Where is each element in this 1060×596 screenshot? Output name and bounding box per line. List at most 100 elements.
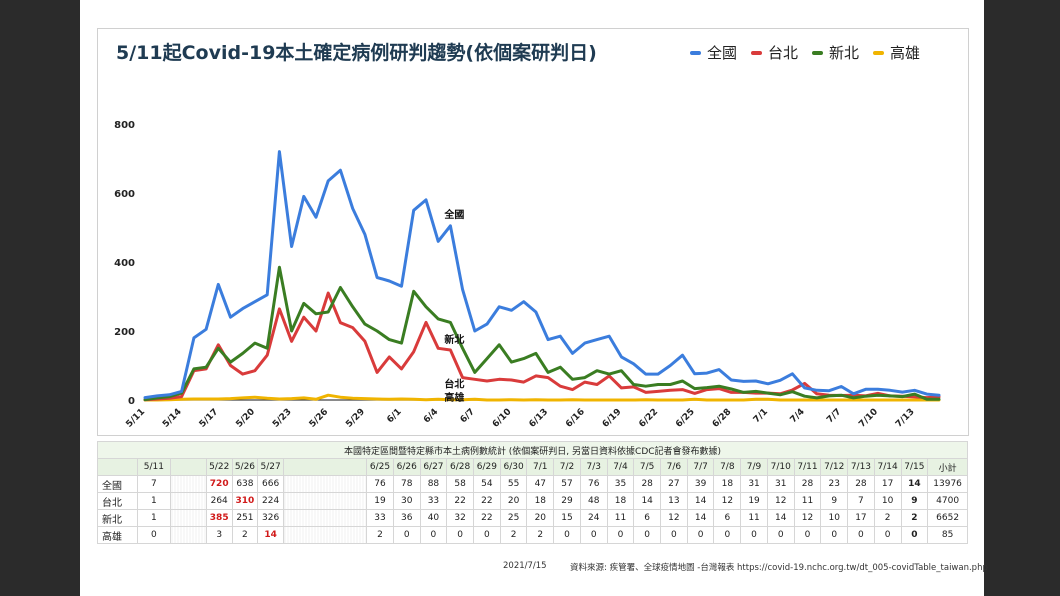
series-label-1: 台北: [444, 377, 464, 390]
x-tick-label: 5/26: [308, 407, 331, 430]
table-cell: 29: [553, 492, 581, 510]
table-cell: 12: [793, 509, 822, 527]
table-cell: 14: [766, 509, 795, 527]
series-label-2: 新北: [444, 333, 464, 346]
left-letterbox: [0, 0, 80, 596]
table-cell: 2: [499, 526, 528, 544]
hatched-gap-cell: [170, 526, 207, 544]
table-cell: 0: [847, 526, 875, 544]
hatched-gap-cell: [170, 475, 207, 493]
hatched-gap-cell: [282, 475, 368, 493]
legend-item-taipei: 台北: [751, 42, 798, 63]
x-tick-label: 6/25: [674, 407, 697, 430]
table-cell: 47: [526, 475, 555, 493]
table-cell: 14: [686, 492, 715, 510]
table-cell: 12: [766, 492, 795, 510]
table-column-header: 5/11: [136, 458, 172, 476]
x-tick-label: 5/29: [344, 407, 367, 430]
table-column-header: 7/7: [686, 458, 715, 476]
table-cell: 0: [713, 526, 742, 544]
table-cell: 28: [633, 475, 662, 493]
table-cell: 76: [579, 475, 608, 493]
table-cell: 19: [366, 492, 394, 510]
x-tick-label: 6/28: [711, 407, 734, 430]
table-cell: 31: [740, 475, 768, 493]
table-cell: 48: [579, 492, 608, 510]
table-cell: 22: [446, 492, 474, 510]
legend-swatch-kaohsiung: [873, 50, 885, 55]
table-column-header: 7/1: [526, 458, 555, 476]
table-cell: 2: [873, 509, 902, 527]
table-cell: 55: [499, 475, 528, 493]
x-tick-label: 6/7: [459, 407, 477, 425]
table-cell: 0: [446, 526, 474, 544]
x-tick-label: 7/7: [825, 407, 843, 425]
table-cell: 9: [820, 492, 849, 510]
legend-item-new-taipei: 新北: [812, 42, 859, 63]
table-column-header: 7/6: [660, 458, 688, 476]
table-row-label: 新北: [97, 509, 138, 527]
x-tick-label: 6/19: [601, 407, 624, 430]
table-column-header: 6/27: [419, 458, 448, 476]
y-tick-label: 400: [114, 258, 135, 269]
table-cell: 17: [847, 509, 875, 527]
hatched-gap-cell: [282, 526, 368, 544]
x-tick-label: 7/1: [752, 407, 770, 425]
table-cell: 17: [873, 475, 902, 493]
table-column-header: 6/30: [499, 458, 528, 476]
series-line-2: [143, 265, 941, 402]
x-tick-label: 5/20: [234, 407, 257, 430]
table-cell: 33: [366, 509, 394, 527]
table-column-header: 6/26: [392, 458, 421, 476]
table-cell: 28: [793, 475, 822, 493]
table-row: 新北 1 385 251 326 33 36 40 32 22 25 20 15 24 11 6 12 14 6 11…: [97, 509, 968, 527]
table-column-header: 7/5: [633, 458, 662, 476]
table-cell: 14: [900, 475, 929, 493]
y-tick-label: 200: [114, 327, 135, 338]
table-row: 全國 7 720 638 666 76 78 88 58 54 55 47 57 76 35 28 27 39 18…: [97, 475, 968, 493]
table-column-header: 7/15: [900, 458, 929, 476]
table-cell: 0: [579, 526, 608, 544]
table-cell: 40: [419, 509, 448, 527]
x-tick-label: 6/10: [491, 407, 514, 430]
table-cell: 0: [606, 526, 635, 544]
table-cell: 14: [257, 526, 284, 544]
table-column-header: 7/10: [766, 458, 795, 476]
table-column-header: 6/29: [473, 458, 501, 476]
table-cell: 76: [366, 475, 394, 493]
table-cell: 22: [473, 509, 501, 527]
right-letterbox: [984, 0, 1060, 596]
table-cell: 2: [900, 509, 929, 527]
table-column-header: 6/28: [446, 458, 474, 476]
table-cell: 6: [713, 509, 742, 527]
table-cell: 78: [392, 475, 421, 493]
table-cell: 20: [526, 509, 555, 527]
x-tick-label: 6/22: [637, 407, 660, 430]
table-cell: 18: [526, 492, 555, 510]
table-cell: 0: [473, 526, 501, 544]
table-cell: 0: [900, 526, 929, 544]
table-cell: 12: [660, 509, 688, 527]
legend-label-new-taipei: 新北: [829, 44, 860, 62]
table-cell: 13976: [927, 475, 968, 493]
table-cell: 666: [257, 475, 284, 493]
hatched-gap-cell: [282, 509, 368, 527]
table-cell: 36: [392, 509, 421, 527]
table-cell: 638: [231, 475, 259, 493]
x-tick-label: 6/16: [564, 407, 587, 430]
table-cell: 39: [686, 475, 715, 493]
table-cell: 2: [366, 526, 394, 544]
series-label-3: 高雄: [444, 391, 464, 404]
table-cell: 0: [419, 526, 448, 544]
table-row-label: 台北: [97, 492, 138, 510]
table-column-header: 5/27: [257, 458, 284, 476]
x-tick-label: 6/13: [528, 407, 551, 430]
table-column-header: 7/9: [740, 458, 768, 476]
series-label-0: 全國: [443, 208, 464, 221]
table-column-header: 小計: [927, 458, 968, 476]
table-cell: 0: [686, 526, 715, 544]
table-column-header: 7/4: [606, 458, 635, 476]
table-cell: 15: [553, 509, 581, 527]
table-cell: 326: [257, 509, 284, 527]
legend-label-kaohsiung: 高雄: [890, 44, 921, 62]
